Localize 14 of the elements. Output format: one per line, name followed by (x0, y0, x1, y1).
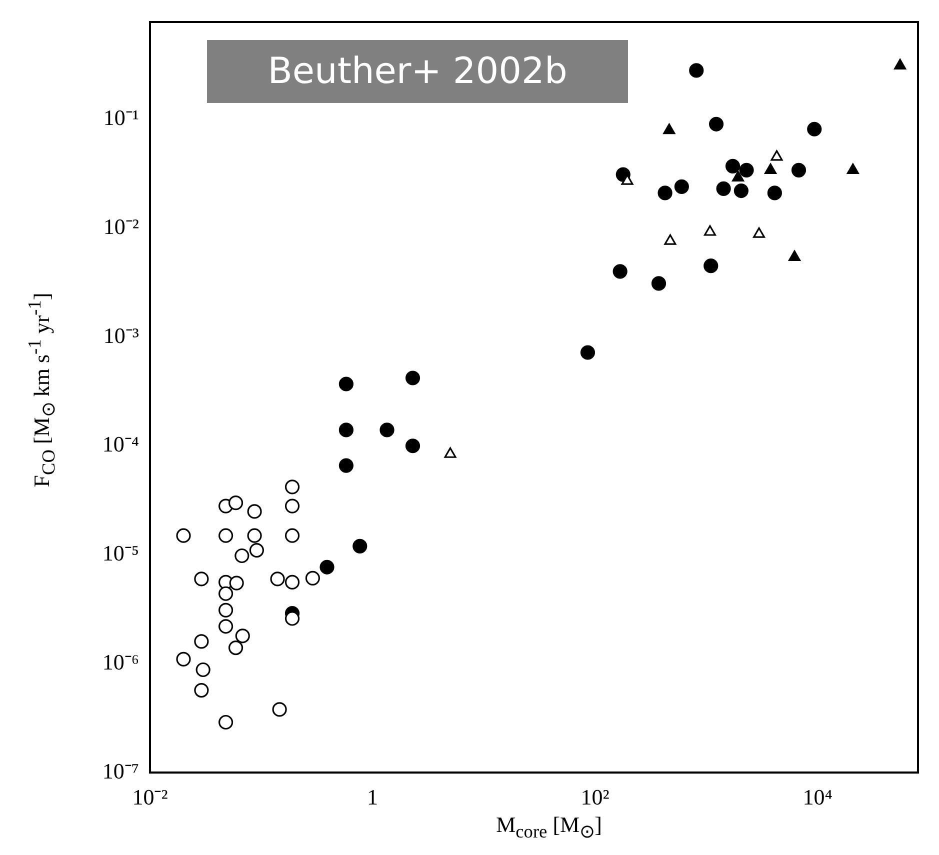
y-tick-label: 10⁻⁷ (102, 758, 139, 784)
y-tick-label: 10⁻⁵ (102, 540, 139, 566)
caption-box: Beuther+ 2002b (207, 40, 628, 103)
annotation: Beuther+ 2002b (268, 51, 568, 92)
y-tick-label: 10⁻³ (103, 322, 140, 348)
y-tick-label: 10⁻² (103, 214, 140, 239)
x-tick-label: 10² (580, 784, 610, 810)
y-tick-label: 10⁻⁴ (102, 432, 140, 457)
x-tick-label: 10⁻² (132, 784, 168, 810)
y-tick-label: 10⁻¹ (103, 104, 139, 130)
y-tick-label: 10⁻⁶ (102, 649, 139, 674)
x-tick-label: 1 (367, 784, 378, 810)
x-tick-label: 10⁴ (802, 784, 833, 810)
x-axis-title: M$_{core}$ [M$_{⊙}$] (495, 812, 603, 842)
